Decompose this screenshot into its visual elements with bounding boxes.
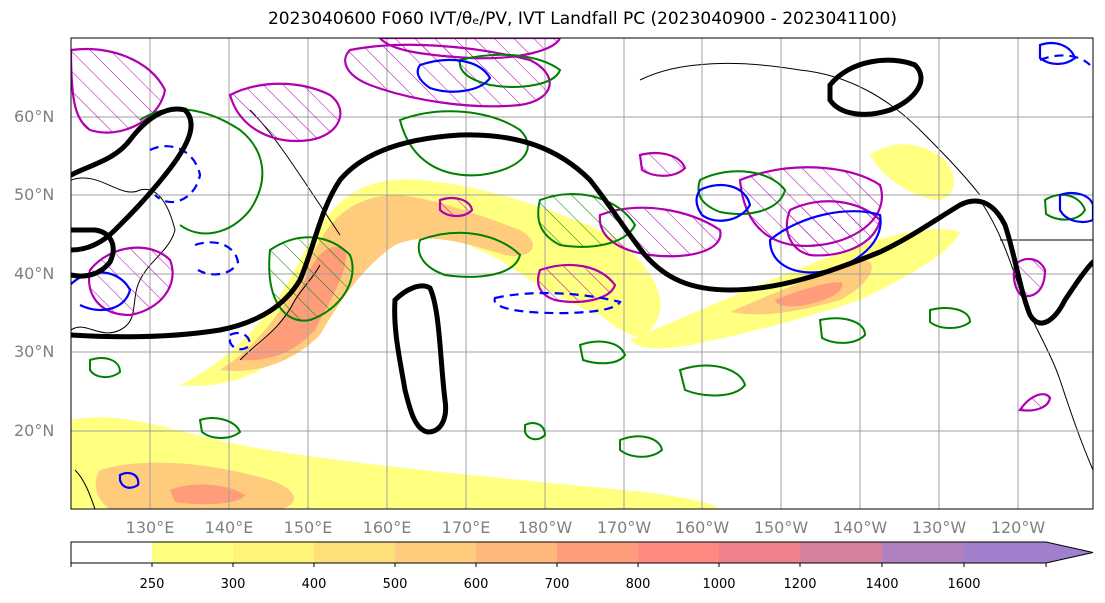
pv-contour-positive-5 bbox=[1038, 41, 1077, 66]
landfall-pc-contours bbox=[71, 38, 1052, 412]
colorbar-bin-5 bbox=[476, 542, 557, 563]
colorbar-label-1200: 1200 bbox=[783, 577, 817, 592]
lon-label-170e: 170°E bbox=[441, 518, 491, 537]
pv-contour-negative-4 bbox=[1039, 54, 1091, 66]
theta-e-contour-trop-2 bbox=[198, 417, 242, 439]
pv-contours bbox=[71, 41, 1093, 489]
pv-contour-negative-2 bbox=[194, 241, 240, 276]
coastline-philippines bbox=[74, 469, 96, 509]
thick-contours bbox=[71, 57, 1093, 435]
colorbar-label-700: 700 bbox=[544, 577, 570, 592]
pc-contour-east-3 bbox=[785, 200, 882, 257]
theta-e-contour-subtrop-3 bbox=[818, 317, 867, 344]
ivt-region-tropics-max bbox=[170, 484, 245, 505]
pc-contour-small-2 bbox=[638, 151, 687, 177]
pc-contour-hawaii bbox=[1018, 393, 1052, 412]
theta-e-contour-arctic bbox=[458, 53, 562, 88]
colorbar-bin-1 bbox=[152, 542, 233, 563]
theta-e-contour-subtrop-4 bbox=[929, 307, 972, 329]
colorbar bbox=[70, 541, 1094, 567]
colorbar-bin-3 bbox=[314, 542, 395, 563]
colorbar-bin-2 bbox=[233, 542, 314, 563]
pv-contour-positive-4 bbox=[768, 210, 882, 274]
lon-label-140w: 140°W bbox=[832, 518, 888, 537]
lon-label-180w: 180°W bbox=[517, 518, 573, 537]
theta-e-contour-north bbox=[398, 110, 529, 177]
thick-contour-west-inner bbox=[71, 227, 116, 279]
colorbar-bin-6 bbox=[557, 542, 638, 563]
ivt-region-central-max bbox=[775, 282, 843, 307]
colorbar-bin-9 bbox=[800, 542, 882, 563]
map-frame bbox=[70, 37, 1094, 510]
theta-e-contour-west bbox=[139, 108, 264, 235]
thick-contour-main bbox=[71, 132, 1093, 340]
lon-label-140e: 140°E bbox=[204, 518, 254, 537]
lat-label-30n: 30°N bbox=[14, 342, 55, 361]
lon-label-120w: 120°W bbox=[990, 518, 1046, 537]
colorbar-outline bbox=[70, 541, 1094, 564]
pv-contour-negative-3 bbox=[493, 291, 622, 315]
pc-contour-nw bbox=[71, 48, 167, 134]
thick-contour-cutoff-low bbox=[392, 283, 449, 435]
coastline-alaska bbox=[639, 62, 981, 196]
colorbar-bin-11 bbox=[964, 542, 1046, 563]
map-title: 2023040600 F060 IVT/θₑ/PV, IVT Landfall … bbox=[267, 9, 898, 29]
coastline-north-america bbox=[979, 199, 1093, 471]
pv-contour-positive-7 bbox=[118, 471, 140, 489]
lon-label-150e: 150°E bbox=[283, 518, 333, 537]
colorbar-bin-7 bbox=[638, 542, 719, 563]
lon-label-160w: 160°W bbox=[674, 518, 730, 537]
colorbar-label-600: 600 bbox=[463, 577, 489, 592]
lon-label-130e: 130°E bbox=[125, 518, 175, 537]
colorbar-bin-10 bbox=[882, 542, 964, 563]
colorbar-extend-arrow bbox=[1046, 542, 1093, 563]
colorbar-bin-4 bbox=[395, 542, 476, 563]
lon-label-160e: 160°E bbox=[362, 518, 412, 537]
colorbar-label-1400: 1400 bbox=[865, 577, 899, 592]
colorbar-label-1000: 1000 bbox=[702, 577, 736, 592]
pv-contour-negative-5 bbox=[228, 331, 252, 351]
colorbar-label-500: 500 bbox=[382, 577, 408, 592]
colorbar-label-300: 300 bbox=[220, 577, 246, 592]
colorbar-label-1600: 1600 bbox=[947, 577, 981, 592]
lat-label-50n: 50°N bbox=[14, 185, 55, 204]
pc-contour-small-1 bbox=[438, 196, 474, 218]
theta-e-contour-subtrop-2 bbox=[678, 364, 747, 397]
colorbar-label-800: 800 bbox=[625, 577, 651, 592]
colorbar-label-250: 250 bbox=[139, 577, 165, 592]
ivt-region-gulf-alaska bbox=[870, 144, 954, 200]
theta-e-contour-trop-3 bbox=[619, 435, 664, 458]
lon-label-130w: 130°W bbox=[911, 518, 967, 537]
lat-label-20n: 20°N bbox=[14, 421, 55, 440]
pc-contour-okhotsk bbox=[228, 82, 342, 142]
colorbar-label-400: 400 bbox=[301, 577, 327, 592]
pv-contour-positive-6 bbox=[1058, 191, 1093, 224]
theta-e-contour-trop-1 bbox=[524, 422, 547, 441]
colorbar-bin-8 bbox=[719, 542, 800, 563]
theta-e-contour-west-asia bbox=[89, 357, 122, 378]
theta-e-contour-central-east bbox=[697, 170, 787, 215]
lat-label-40n: 40°N bbox=[14, 264, 55, 283]
pv-contour-positive-3 bbox=[695, 183, 752, 222]
theta-e-contour-midlat bbox=[417, 231, 522, 278]
lat-label-60n: 60°N bbox=[14, 107, 55, 126]
thick-contour-alaska-loop bbox=[827, 57, 924, 117]
pc-contour-asia-low bbox=[87, 246, 174, 317]
lon-label-150w: 150°W bbox=[753, 518, 809, 537]
lon-label-170w: 170°W bbox=[596, 518, 652, 537]
pv-contour-negative-1 bbox=[149, 145, 202, 204]
pv-contour-positive-2 bbox=[416, 58, 492, 93]
thick-contour-west-loop bbox=[71, 106, 194, 253]
theta-e-contour-subtrop-1 bbox=[578, 340, 627, 365]
